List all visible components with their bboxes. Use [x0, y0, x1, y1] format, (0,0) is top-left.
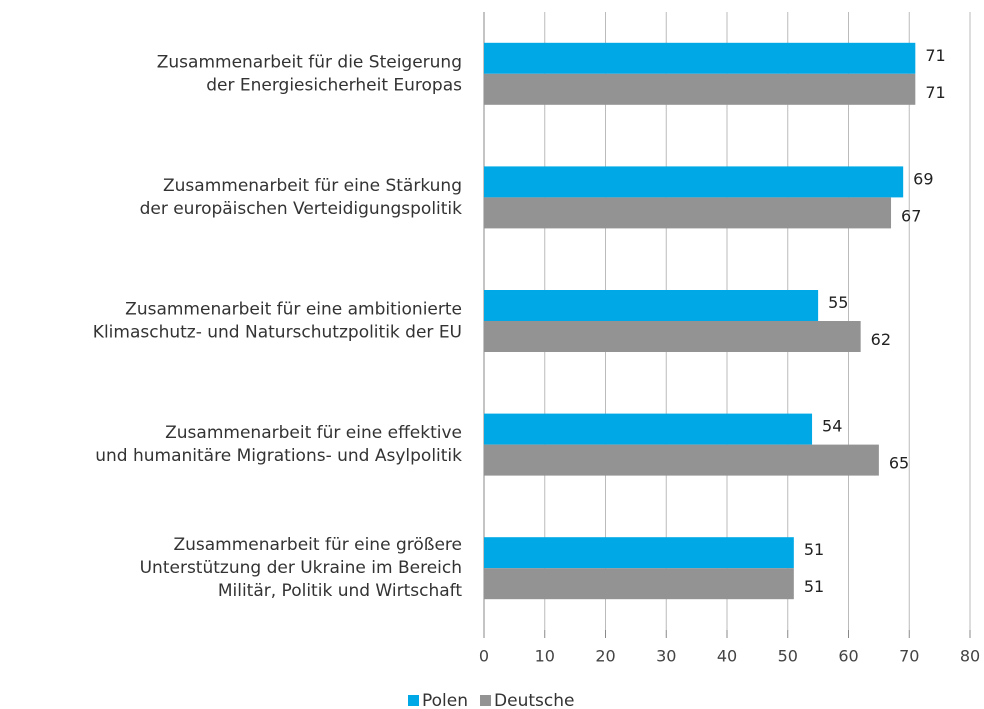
value-label: 71: [925, 46, 945, 65]
category-label: Zusammenarbeit für die Steigerung: [157, 52, 462, 72]
value-label: 62: [871, 330, 891, 349]
x-tick-label: 80: [960, 647, 980, 666]
category-label: Klimaschutz- und Naturschutzpolitik der …: [93, 323, 462, 343]
bar: [484, 290, 819, 321]
value-label: 55: [828, 293, 848, 312]
x-tick-label: 20: [595, 647, 615, 666]
value-label: 71: [925, 83, 945, 102]
category-label: der Energiesicherheit Europas: [206, 75, 462, 95]
value-label: 65: [889, 454, 909, 473]
category-label: Zusammenarbeit für eine ambitionierte: [125, 300, 462, 320]
bar: [484, 166, 904, 198]
bar: [484, 42, 916, 74]
x-tick-label: 0: [479, 647, 489, 666]
value-label: 51: [804, 577, 824, 596]
value-label: 54: [822, 417, 842, 436]
x-tick-label: 10: [535, 647, 555, 666]
x-tick-label: 60: [838, 647, 858, 666]
category-label: der europäischen Verteidigungspolitik: [140, 199, 463, 219]
category-label: und humanitäre Migrations- und Asylpolit…: [95, 446, 462, 466]
value-label: 69: [913, 169, 933, 188]
category-label: Militär, Politik und Wirtschaft: [218, 581, 462, 601]
value-label: 67: [901, 206, 921, 225]
bar: [484, 413, 813, 445]
bar: [484, 197, 892, 229]
legend-swatch: [408, 695, 419, 706]
legend-label: Deutsche: [494, 691, 574, 709]
category-label: Zusammenarbeit für eine Stärkung: [163, 176, 462, 196]
legend-swatch: [480, 695, 492, 706]
x-tick-label: 70: [899, 647, 919, 666]
bar: [484, 444, 879, 476]
bar: [484, 568, 794, 600]
bar: [484, 537, 794, 569]
category-label: Zusammenarbeit für eine effektive: [165, 423, 462, 443]
x-tick-label: 50: [778, 647, 798, 666]
legend-label: Polen: [422, 691, 468, 709]
category-label: Unterstützung der Ukraine im Bereich: [140, 558, 462, 578]
bar: [484, 73, 916, 105]
x-tick-label: 40: [717, 647, 737, 666]
bar: [484, 321, 861, 352]
category-label: Zusammenarbeit für eine größere: [173, 535, 462, 555]
x-tick-label: 30: [656, 647, 676, 666]
value-label: 51: [804, 540, 824, 559]
